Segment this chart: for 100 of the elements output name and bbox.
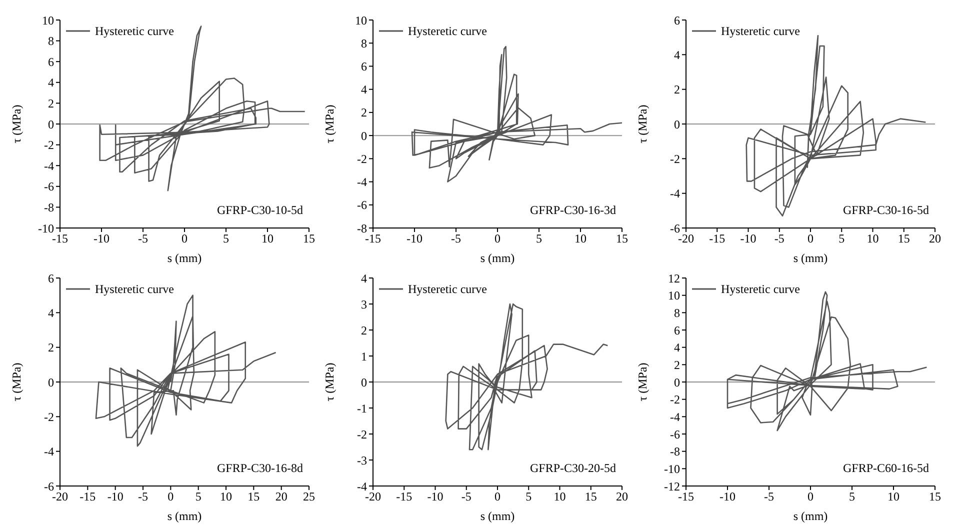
annotation: GFRP-C30-16-5d bbox=[842, 203, 929, 218]
x-tick-label: 5 bbox=[838, 232, 845, 246]
y-tick-label: 2 bbox=[48, 96, 54, 110]
x-tick-label: -5 bbox=[764, 490, 774, 504]
y-tick-label: -6 bbox=[44, 180, 54, 194]
x-tick-label: 10 bbox=[262, 232, 274, 246]
y-tick-label: -2 bbox=[357, 152, 367, 166]
y-tick-label: 6 bbox=[674, 323, 680, 338]
y-tick-label: -4 bbox=[670, 186, 680, 201]
y-tick-label: -2 bbox=[357, 427, 367, 442]
x-tick-label: -20 bbox=[52, 490, 68, 504]
y-tick-label: 6 bbox=[48, 271, 54, 286]
x-axis-title: s (mm) bbox=[480, 509, 515, 523]
y-tick-label: -4 bbox=[44, 444, 54, 459]
x-tick-label: 0 bbox=[808, 232, 814, 246]
x-tick-label: -10 bbox=[406, 232, 422, 246]
y-tick-label: -4 bbox=[357, 175, 367, 190]
x-tick-label: 15 bbox=[616, 232, 628, 246]
y-tick-label: 6 bbox=[361, 59, 367, 74]
y-tick-label: 0 bbox=[674, 375, 680, 390]
x-tick-label: 25 bbox=[303, 490, 315, 504]
y-tick-label: -6 bbox=[44, 479, 54, 494]
y-tick-label: -8 bbox=[357, 221, 367, 236]
x-tick-label: 0 bbox=[182, 232, 188, 246]
legend-label: Hysteretic curve bbox=[721, 282, 800, 296]
y-tick-label: -12 bbox=[664, 479, 680, 494]
y-tick-label: 8 bbox=[48, 34, 54, 48]
x-tick-label: -10 bbox=[107, 490, 124, 504]
x-tick-label: 20 bbox=[275, 490, 288, 504]
y-tick-label: -2 bbox=[44, 138, 54, 152]
x-tick-label: 10 bbox=[866, 232, 879, 246]
x-tick-label: -20 bbox=[678, 232, 694, 246]
y-tick-label: -10 bbox=[664, 462, 680, 476]
x-tick-label: -5 bbox=[138, 490, 148, 504]
annotation: GFRP-C30-16-3d bbox=[530, 203, 616, 218]
x-tick-label: 5 bbox=[195, 490, 202, 504]
y-tick-label: -3 bbox=[357, 453, 367, 468]
y-tick-label: 2 bbox=[674, 82, 680, 97]
x-axis-title: s (mm) bbox=[793, 509, 828, 523]
y-tick-label: -4 bbox=[44, 158, 54, 173]
y-tick-label: 2 bbox=[48, 340, 54, 355]
x-tick-label: -15 bbox=[709, 232, 726, 246]
y-axis-title: τ (MPa) bbox=[322, 104, 336, 144]
x-tick-label: -10 bbox=[740, 232, 756, 246]
y-tick-label: 4 bbox=[361, 82, 367, 97]
x-tick-label: -10 bbox=[427, 490, 444, 504]
x-tick-label: 15 bbox=[929, 490, 941, 504]
y-tick-label: 6 bbox=[48, 54, 54, 69]
y-tick-label: 0 bbox=[361, 128, 367, 143]
y-tick-label: -6 bbox=[357, 198, 367, 212]
x-tick-label: -15 bbox=[678, 490, 694, 504]
y-tick-label: -2 bbox=[44, 410, 54, 424]
y-axis-title: τ (MPa) bbox=[9, 362, 24, 402]
y-tick-label: 3 bbox=[361, 297, 367, 312]
y-tick-label: 0 bbox=[48, 375, 54, 390]
x-tick-label: 5 bbox=[526, 490, 532, 504]
line-series bbox=[411, 46, 622, 182]
x-axis-title: s (mm) bbox=[480, 251, 515, 265]
y-tick-label: -2 bbox=[670, 392, 680, 407]
legend-label: Hysteretic curve bbox=[408, 282, 487, 296]
x-tick-label: -5 bbox=[461, 490, 472, 504]
y-tick-label: -1 bbox=[357, 401, 367, 416]
x-tick-label: -5 bbox=[774, 232, 784, 246]
line-series bbox=[95, 294, 276, 447]
x-tick-label: 20 bbox=[929, 232, 941, 246]
y-tick-label: -6 bbox=[670, 221, 680, 236]
annotation: GFRP-C30-16-8d bbox=[216, 461, 303, 476]
x-tick-label: -5 bbox=[451, 232, 461, 246]
x-tick-label: 5 bbox=[849, 490, 855, 504]
y-tick-label: -2 bbox=[670, 152, 680, 166]
annotation: GFRP-C30-20-5d bbox=[530, 461, 616, 476]
y-tick-label: 4 bbox=[48, 76, 54, 90]
x-tick-label: -15 bbox=[365, 232, 381, 246]
y-axis-title: τ (MPa) bbox=[635, 362, 650, 402]
x-tick-label: -5 bbox=[138, 232, 148, 246]
y-axis-title: τ (MPa) bbox=[635, 104, 650, 144]
y-tick-label: 10 bbox=[355, 13, 367, 28]
y-axis-title: τ (MPa) bbox=[9, 104, 24, 144]
x-tick-label: -20 bbox=[365, 490, 381, 504]
y-tick-label: 0 bbox=[48, 117, 54, 132]
y-tick-label: 0 bbox=[674, 117, 680, 132]
x-axis-title: s (mm) bbox=[167, 251, 202, 265]
y-tick-label: 4 bbox=[48, 306, 54, 320]
line-series bbox=[445, 303, 608, 450]
x-tick-label: 0 bbox=[494, 232, 500, 246]
y-tick-label: 10 bbox=[42, 13, 54, 28]
annotation: GFRP-C60-16-5d bbox=[842, 461, 929, 476]
y-tick-label: -8 bbox=[670, 444, 680, 459]
y-tick-label: 8 bbox=[674, 306, 680, 320]
x-tick-label: -15 bbox=[396, 490, 412, 504]
x-tick-label: -10 bbox=[720, 490, 736, 504]
y-tick-label: -10 bbox=[38, 221, 54, 236]
y-tick-label: -6 bbox=[670, 427, 680, 442]
x-tick-label: 15 bbox=[898, 232, 910, 246]
legend-label: Hysteretic curve bbox=[408, 24, 487, 38]
x-tick-label: 5 bbox=[223, 232, 229, 246]
x-tick-label: 0 bbox=[168, 490, 174, 504]
x-tick-label: 0 bbox=[494, 490, 500, 504]
legend-label: Hysteretic curve bbox=[95, 24, 174, 38]
y-tick-label: 1 bbox=[361, 349, 367, 364]
